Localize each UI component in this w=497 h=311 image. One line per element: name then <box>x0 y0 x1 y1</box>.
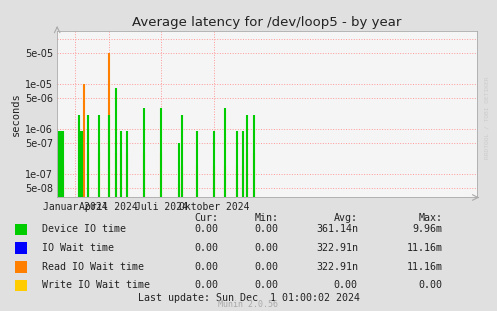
Text: RRDTOOL / TOBI OETIKER: RRDTOOL / TOBI OETIKER <box>485 77 490 160</box>
Y-axis label: seconds: seconds <box>11 92 21 136</box>
Text: Read IO Wait time: Read IO Wait time <box>42 262 144 272</box>
Text: Min:: Min: <box>254 213 278 223</box>
Text: 9.96m: 9.96m <box>413 224 442 234</box>
Text: 0.00: 0.00 <box>195 224 219 234</box>
Text: Avg:: Avg: <box>334 213 358 223</box>
Text: 322.91n: 322.91n <box>316 262 358 272</box>
Text: Max:: Max: <box>418 213 442 223</box>
Text: 0.00: 0.00 <box>254 280 278 290</box>
Text: 0.00: 0.00 <box>195 243 219 253</box>
Text: IO Wait time: IO Wait time <box>42 243 114 253</box>
Text: Write IO Wait time: Write IO Wait time <box>42 280 150 290</box>
Text: 322.91n: 322.91n <box>316 243 358 253</box>
Text: 11.16m: 11.16m <box>407 262 442 272</box>
Text: 0.00: 0.00 <box>254 224 278 234</box>
Title: Average latency for /dev/loop5 - by year: Average latency for /dev/loop5 - by year <box>132 16 402 29</box>
Text: 11.16m: 11.16m <box>407 243 442 253</box>
Text: 0.00: 0.00 <box>254 243 278 253</box>
Text: Cur:: Cur: <box>195 213 219 223</box>
Text: 361.14n: 361.14n <box>316 224 358 234</box>
Text: Munin 2.0.56: Munin 2.0.56 <box>219 300 278 309</box>
Text: 0.00: 0.00 <box>418 280 442 290</box>
Text: Last update: Sun Dec  1 01:00:02 2024: Last update: Sun Dec 1 01:00:02 2024 <box>138 293 359 303</box>
Text: 0.00: 0.00 <box>195 280 219 290</box>
Text: 0.00: 0.00 <box>254 262 278 272</box>
Text: 0.00: 0.00 <box>195 262 219 272</box>
Text: Device IO time: Device IO time <box>42 224 126 234</box>
Text: 0.00: 0.00 <box>334 280 358 290</box>
